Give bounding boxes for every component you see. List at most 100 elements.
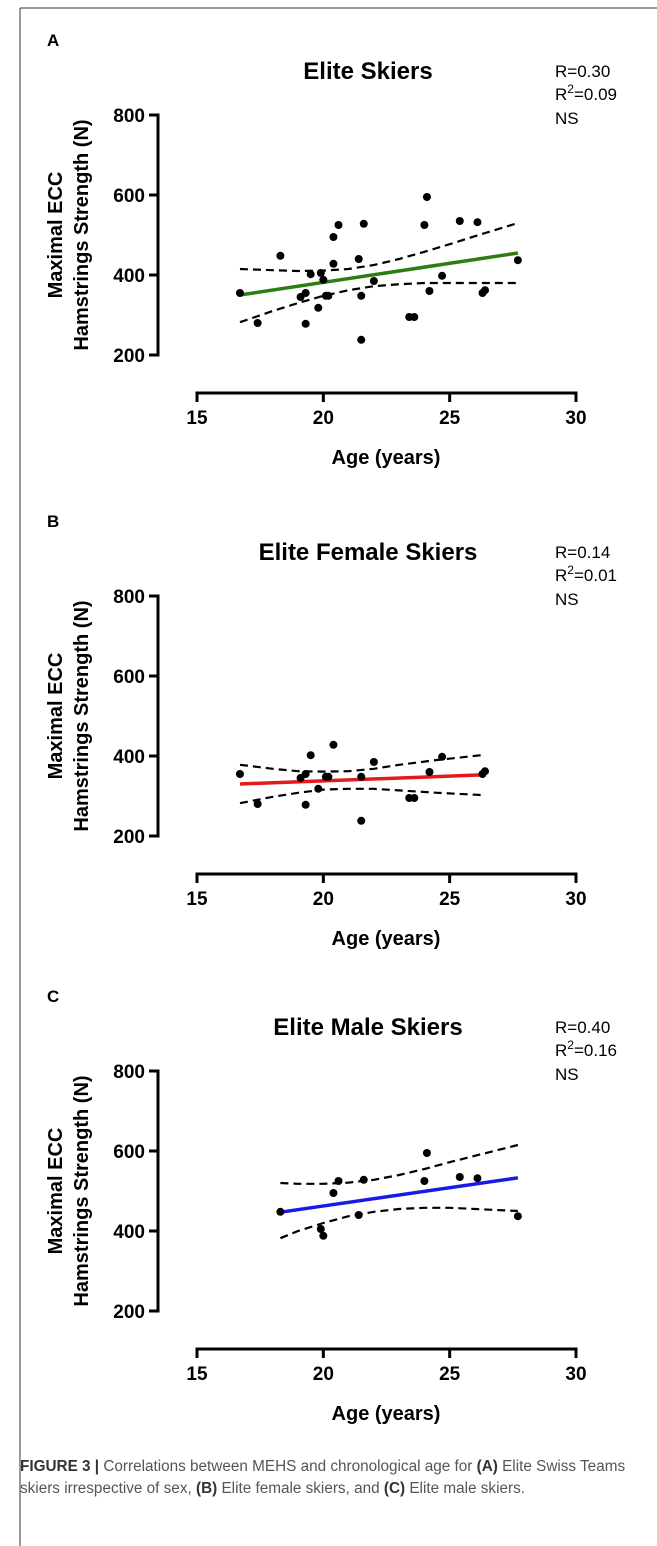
data-point [357, 816, 366, 825]
data-point [235, 770, 244, 778]
data-point [235, 289, 244, 297]
x-tick-label: 30 [565, 1364, 586, 1385]
data-point [253, 319, 262, 327]
data-point [301, 770, 310, 778]
stat-r2-exp: 2 [567, 82, 574, 96]
x-axis-label: Age (years) [332, 928, 441, 950]
data-point [473, 1174, 482, 1183]
regression-line [239, 251, 519, 297]
y-tick-label: 200 [113, 827, 145, 848]
data-point [306, 270, 315, 279]
data-point [359, 219, 368, 228]
caption-part: (C) [383, 1480, 406, 1497]
data-point [438, 752, 447, 761]
caption-part: Correlations between MEHS and chronologi… [99, 1458, 477, 1475]
x-tick-label: 15 [186, 889, 208, 910]
x-tick-label: 30 [565, 408, 586, 429]
data-point [369, 277, 378, 285]
stat-r2-base: R [555, 1041, 567, 1060]
y-axis-label: Maximal ECC [45, 1128, 67, 1255]
stat-r2: R2=0.01 [555, 563, 617, 585]
stat-sig: NS [555, 590, 579, 609]
data-point [422, 1149, 431, 1157]
data-point [319, 275, 328, 284]
confidence-band [239, 753, 486, 773]
data-point [357, 291, 366, 300]
data-point [420, 1177, 429, 1185]
data-point [357, 772, 366, 781]
caption-part: Elite female skiers, and [217, 1480, 384, 1497]
y-tick-label: 200 [113, 346, 145, 367]
data-point [473, 218, 482, 227]
caption-part: (A) [476, 1458, 498, 1475]
confidence-band [239, 221, 519, 273]
y-tick-label: 600 [113, 1142, 145, 1163]
data-point [329, 259, 338, 268]
y-tick-label: 400 [113, 1222, 145, 1243]
caption-part: Elite male skiers. [405, 1480, 525, 1497]
x-axis-label: Age (years) [332, 447, 441, 469]
data-point [425, 768, 434, 776]
data-point [324, 291, 333, 300]
data-point [422, 193, 431, 201]
chart-title: Elite Male Skiers [273, 1014, 462, 1041]
data-point [425, 287, 434, 295]
y-axis-label: Maximal ECC [45, 653, 67, 780]
caption-part: Elite Swiss Teams skiers irrespective of… [20, 1458, 626, 1497]
stat-r2-val: =0.01 [574, 566, 617, 585]
x-tick-label: 15 [186, 1364, 208, 1385]
data-point [513, 256, 522, 265]
data-point [420, 221, 429, 229]
data-point [306, 751, 315, 760]
data-point [369, 758, 378, 766]
data-point [301, 800, 310, 809]
data-point [329, 740, 338, 749]
y-axis-label: Maximal ECC [45, 172, 67, 299]
data-point [354, 255, 363, 263]
y-tick-label: 800 [113, 587, 145, 608]
data-point [329, 233, 338, 241]
stat-r2-exp: 2 [567, 1038, 574, 1052]
stat-sig: NS [555, 1065, 579, 1084]
data-point [513, 1212, 522, 1221]
y-tick-label: 400 [113, 266, 145, 287]
stat-r2-base: R [555, 566, 567, 585]
panel-letter: B [47, 512, 59, 531]
data-point [455, 1173, 464, 1181]
data-point [316, 1225, 325, 1233]
caption-part: (B) [195, 1480, 218, 1497]
caption: FIGURE 3 | Correlations between MEHS and… [20, 1456, 648, 1500]
x-tick-label: 20 [313, 408, 334, 429]
y-tick-label: 400 [113, 747, 145, 768]
data-point [357, 335, 366, 344]
x-tick-label: 25 [439, 889, 461, 910]
data-point [359, 1175, 368, 1184]
y-axis-label: Hamstrings Strength (N) [71, 119, 93, 350]
stat-sig: NS [555, 109, 579, 128]
caption-part: FIGURE 3 | [20, 1458, 100, 1475]
confidence-band [239, 787, 486, 805]
data-point [334, 1177, 343, 1185]
data-point [276, 1207, 285, 1216]
data-point [316, 269, 325, 277]
stat-r2-exp: 2 [567, 563, 574, 577]
stat-r2-base: R [555, 85, 567, 104]
data-point [276, 251, 285, 260]
x-tick-label: 20 [313, 1364, 334, 1385]
data-point [334, 221, 343, 229]
y-tick-label: 800 [113, 106, 145, 127]
data-point [354, 1211, 363, 1219]
data-point [253, 800, 262, 808]
data-point [481, 286, 490, 295]
x-tick-label: 25 [439, 408, 461, 429]
y-tick-label: 600 [113, 186, 145, 207]
stat-r2-val: =0.16 [574, 1041, 617, 1060]
data-point [410, 794, 419, 802]
data-point [455, 217, 464, 225]
data-point [329, 1189, 338, 1197]
